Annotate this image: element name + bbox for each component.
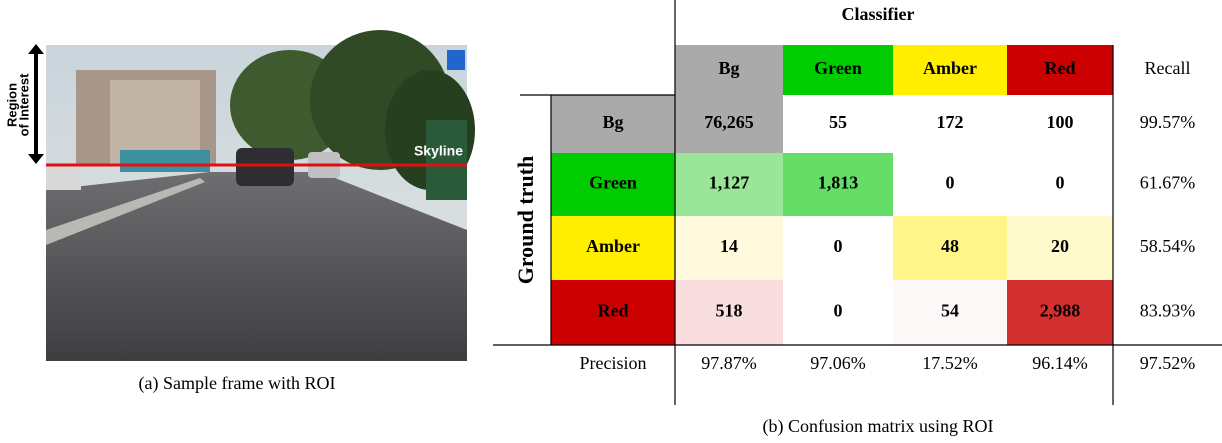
matrix-cell xyxy=(893,95,1007,153)
column-header-cell xyxy=(1007,45,1113,95)
sample-photo xyxy=(28,30,475,361)
recall-header: Recall xyxy=(1145,58,1191,78)
matrix-cell xyxy=(783,216,893,280)
column-header: Amber xyxy=(923,58,977,78)
cell-value: 2,988 xyxy=(1040,301,1081,321)
recall-value: 58.54% xyxy=(1140,236,1196,256)
row-header: Bg xyxy=(602,112,623,132)
column-header-cell xyxy=(675,45,783,95)
cell-value: 1,127 xyxy=(709,173,750,193)
row-header: Green xyxy=(589,173,637,193)
recall-value: 99.57% xyxy=(1140,112,1196,132)
column-header: Green xyxy=(814,58,862,78)
recall-value: 83.93% xyxy=(1140,301,1196,321)
cell-value: 76,265 xyxy=(704,112,754,132)
cell-value: 54 xyxy=(941,301,959,321)
matrix-cell xyxy=(783,153,893,216)
row-header-cell xyxy=(551,280,675,345)
caption: (a) Sample frame with ROI xyxy=(139,373,336,394)
matrix-cell xyxy=(783,280,893,345)
column-header: Red xyxy=(1045,58,1076,78)
row-header-cell xyxy=(551,95,675,153)
cell-value: 172 xyxy=(937,112,964,132)
cell-value: 20 xyxy=(1051,236,1069,256)
skyline-label: Skyline xyxy=(414,143,463,159)
overall-value: 97.52% xyxy=(1140,353,1196,373)
precision-value: 96.14% xyxy=(1032,353,1088,373)
matrix-cell xyxy=(783,95,893,153)
matrix-cell xyxy=(675,95,783,153)
cell-value: 48 xyxy=(941,236,959,256)
precision-value: 97.87% xyxy=(701,353,757,373)
row-header-cell xyxy=(551,216,675,280)
caption: (b) Confusion matrix using ROI xyxy=(763,416,994,437)
cell-value: 14 xyxy=(720,236,738,256)
cell-value: 55 xyxy=(829,112,847,132)
matrix-cell xyxy=(1007,95,1113,153)
cell-value: 0 xyxy=(1056,173,1065,193)
row-header-cell xyxy=(551,153,675,216)
matrix-cell xyxy=(675,153,783,216)
cell-value: 518 xyxy=(716,301,743,321)
matrix-cell xyxy=(893,280,1007,345)
cell-value: 0 xyxy=(834,301,843,321)
matrix-cell xyxy=(1007,216,1113,280)
cell-value: 0 xyxy=(946,173,955,193)
roi-label-line: of Interest xyxy=(16,73,31,137)
column-header-cell xyxy=(893,45,1007,95)
matrix-cell xyxy=(1007,153,1113,216)
matrix-cell xyxy=(893,216,1007,280)
precision-value: 17.52% xyxy=(922,353,978,373)
matrix-cell xyxy=(893,153,1007,216)
ground-truth-header: Ground truth xyxy=(513,156,538,285)
precision-value: 97.06% xyxy=(810,353,866,373)
matrix-cell xyxy=(675,216,783,280)
classifier-header: Classifier xyxy=(842,4,915,24)
matrix-cell xyxy=(1007,280,1113,345)
roi-label-line: Region xyxy=(4,83,19,127)
matrix-cell xyxy=(675,280,783,345)
column-header-cell xyxy=(783,45,893,95)
row-header: Red xyxy=(598,301,629,321)
column-header: Bg xyxy=(718,58,739,78)
precision-header: Precision xyxy=(580,353,647,373)
confusion-matrix: Bg Green Amber Red Recall Bg 76,265 55 172 100 99.… xyxy=(493,0,1222,405)
cell-value: 1,813 xyxy=(818,173,859,193)
cell-value: 100 xyxy=(1047,112,1074,132)
recall-value: 61.67% xyxy=(1140,173,1196,193)
row-header: Amber xyxy=(586,236,640,256)
cell-value: 0 xyxy=(834,236,843,256)
